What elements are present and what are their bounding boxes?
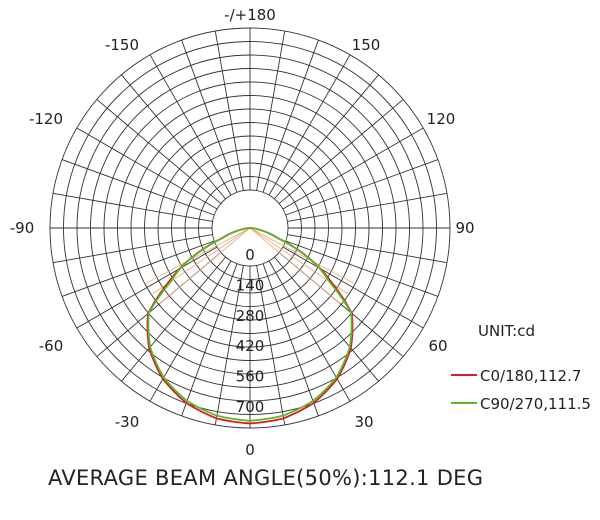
grid-spoke (181, 39, 238, 193)
radial-label: 700 (236, 398, 265, 416)
angle-label: -30 (115, 413, 140, 431)
angle-label: 30 (354, 413, 373, 431)
grid-spoke (149, 260, 232, 402)
grid-spoke (262, 39, 319, 193)
grid-spoke (278, 99, 404, 204)
radial-label: 280 (236, 307, 265, 325)
angle-label: -/+180 (224, 6, 276, 24)
grid-spoke (149, 54, 232, 196)
grid-spoke (274, 74, 379, 200)
angle-label: 150 (352, 36, 381, 54)
beam-guide-line (159, 227, 251, 305)
grid-spoke (285, 240, 439, 297)
grid-spoke (274, 256, 379, 382)
radial-labels: 0 140 280 420 560 700 (236, 246, 265, 416)
radial-label: 0 (245, 246, 255, 264)
angle-label: -120 (29, 110, 63, 128)
grid-spoke (268, 260, 351, 402)
grid-spoke (268, 54, 351, 196)
grid-spoke (121, 74, 226, 200)
grid-spoke (61, 159, 215, 216)
grid-spoke (76, 246, 218, 329)
grid-spoke (214, 265, 244, 426)
legend: UNIT:cd C0/180,112.7 C90/270,111.5 (451, 322, 591, 413)
series-curve-c90 (147, 227, 353, 422)
average-beam-angle: AVERAGE BEAM ANGLE(50%):112.1 DEG (48, 466, 484, 490)
beam-guide-line (249, 227, 341, 305)
series-curves (146, 227, 354, 425)
angle-label: 120 (427, 110, 456, 128)
grid-spoke (287, 192, 448, 222)
angle-label: 60 (428, 337, 447, 355)
legend-label-c0: C0/180,112.7 (480, 367, 581, 385)
grid-spoke (256, 30, 286, 191)
radial-label: 140 (236, 276, 265, 294)
unit-label: UNIT:cd (478, 322, 535, 340)
radial-label: 560 (236, 368, 265, 386)
angle-labels: -/+180 150 120 90 60 30 0 -30 -60 -90 -120 -150 (10, 6, 475, 459)
grid-spoke (61, 240, 215, 297)
grid-spoke (287, 234, 448, 264)
angle-label: 90 (455, 219, 474, 237)
grid-spoke (181, 263, 238, 417)
grid-spoke (76, 127, 218, 210)
grid-spoke (282, 246, 424, 329)
grid-spoke (52, 192, 213, 222)
grid-spoke (256, 265, 286, 426)
grid-spoke (52, 234, 213, 264)
grid-spoke (282, 127, 424, 210)
grid-spoke (214, 30, 244, 191)
legend-label-c90: C90/270,111.5 (480, 395, 591, 413)
grid-spoke (96, 99, 222, 204)
polar-grid (49, 27, 451, 429)
grid-spoke (121, 256, 226, 382)
grid-spoke (262, 263, 319, 417)
angle-label: -150 (105, 36, 139, 54)
angle-label: -60 (39, 337, 64, 355)
beam-guide-line (249, 227, 355, 284)
grid-spoke (285, 159, 439, 216)
angle-label: 0 (245, 441, 255, 459)
radial-label: 420 (236, 337, 265, 355)
beam-guide-line (145, 227, 251, 284)
angle-label: -90 (10, 219, 35, 237)
